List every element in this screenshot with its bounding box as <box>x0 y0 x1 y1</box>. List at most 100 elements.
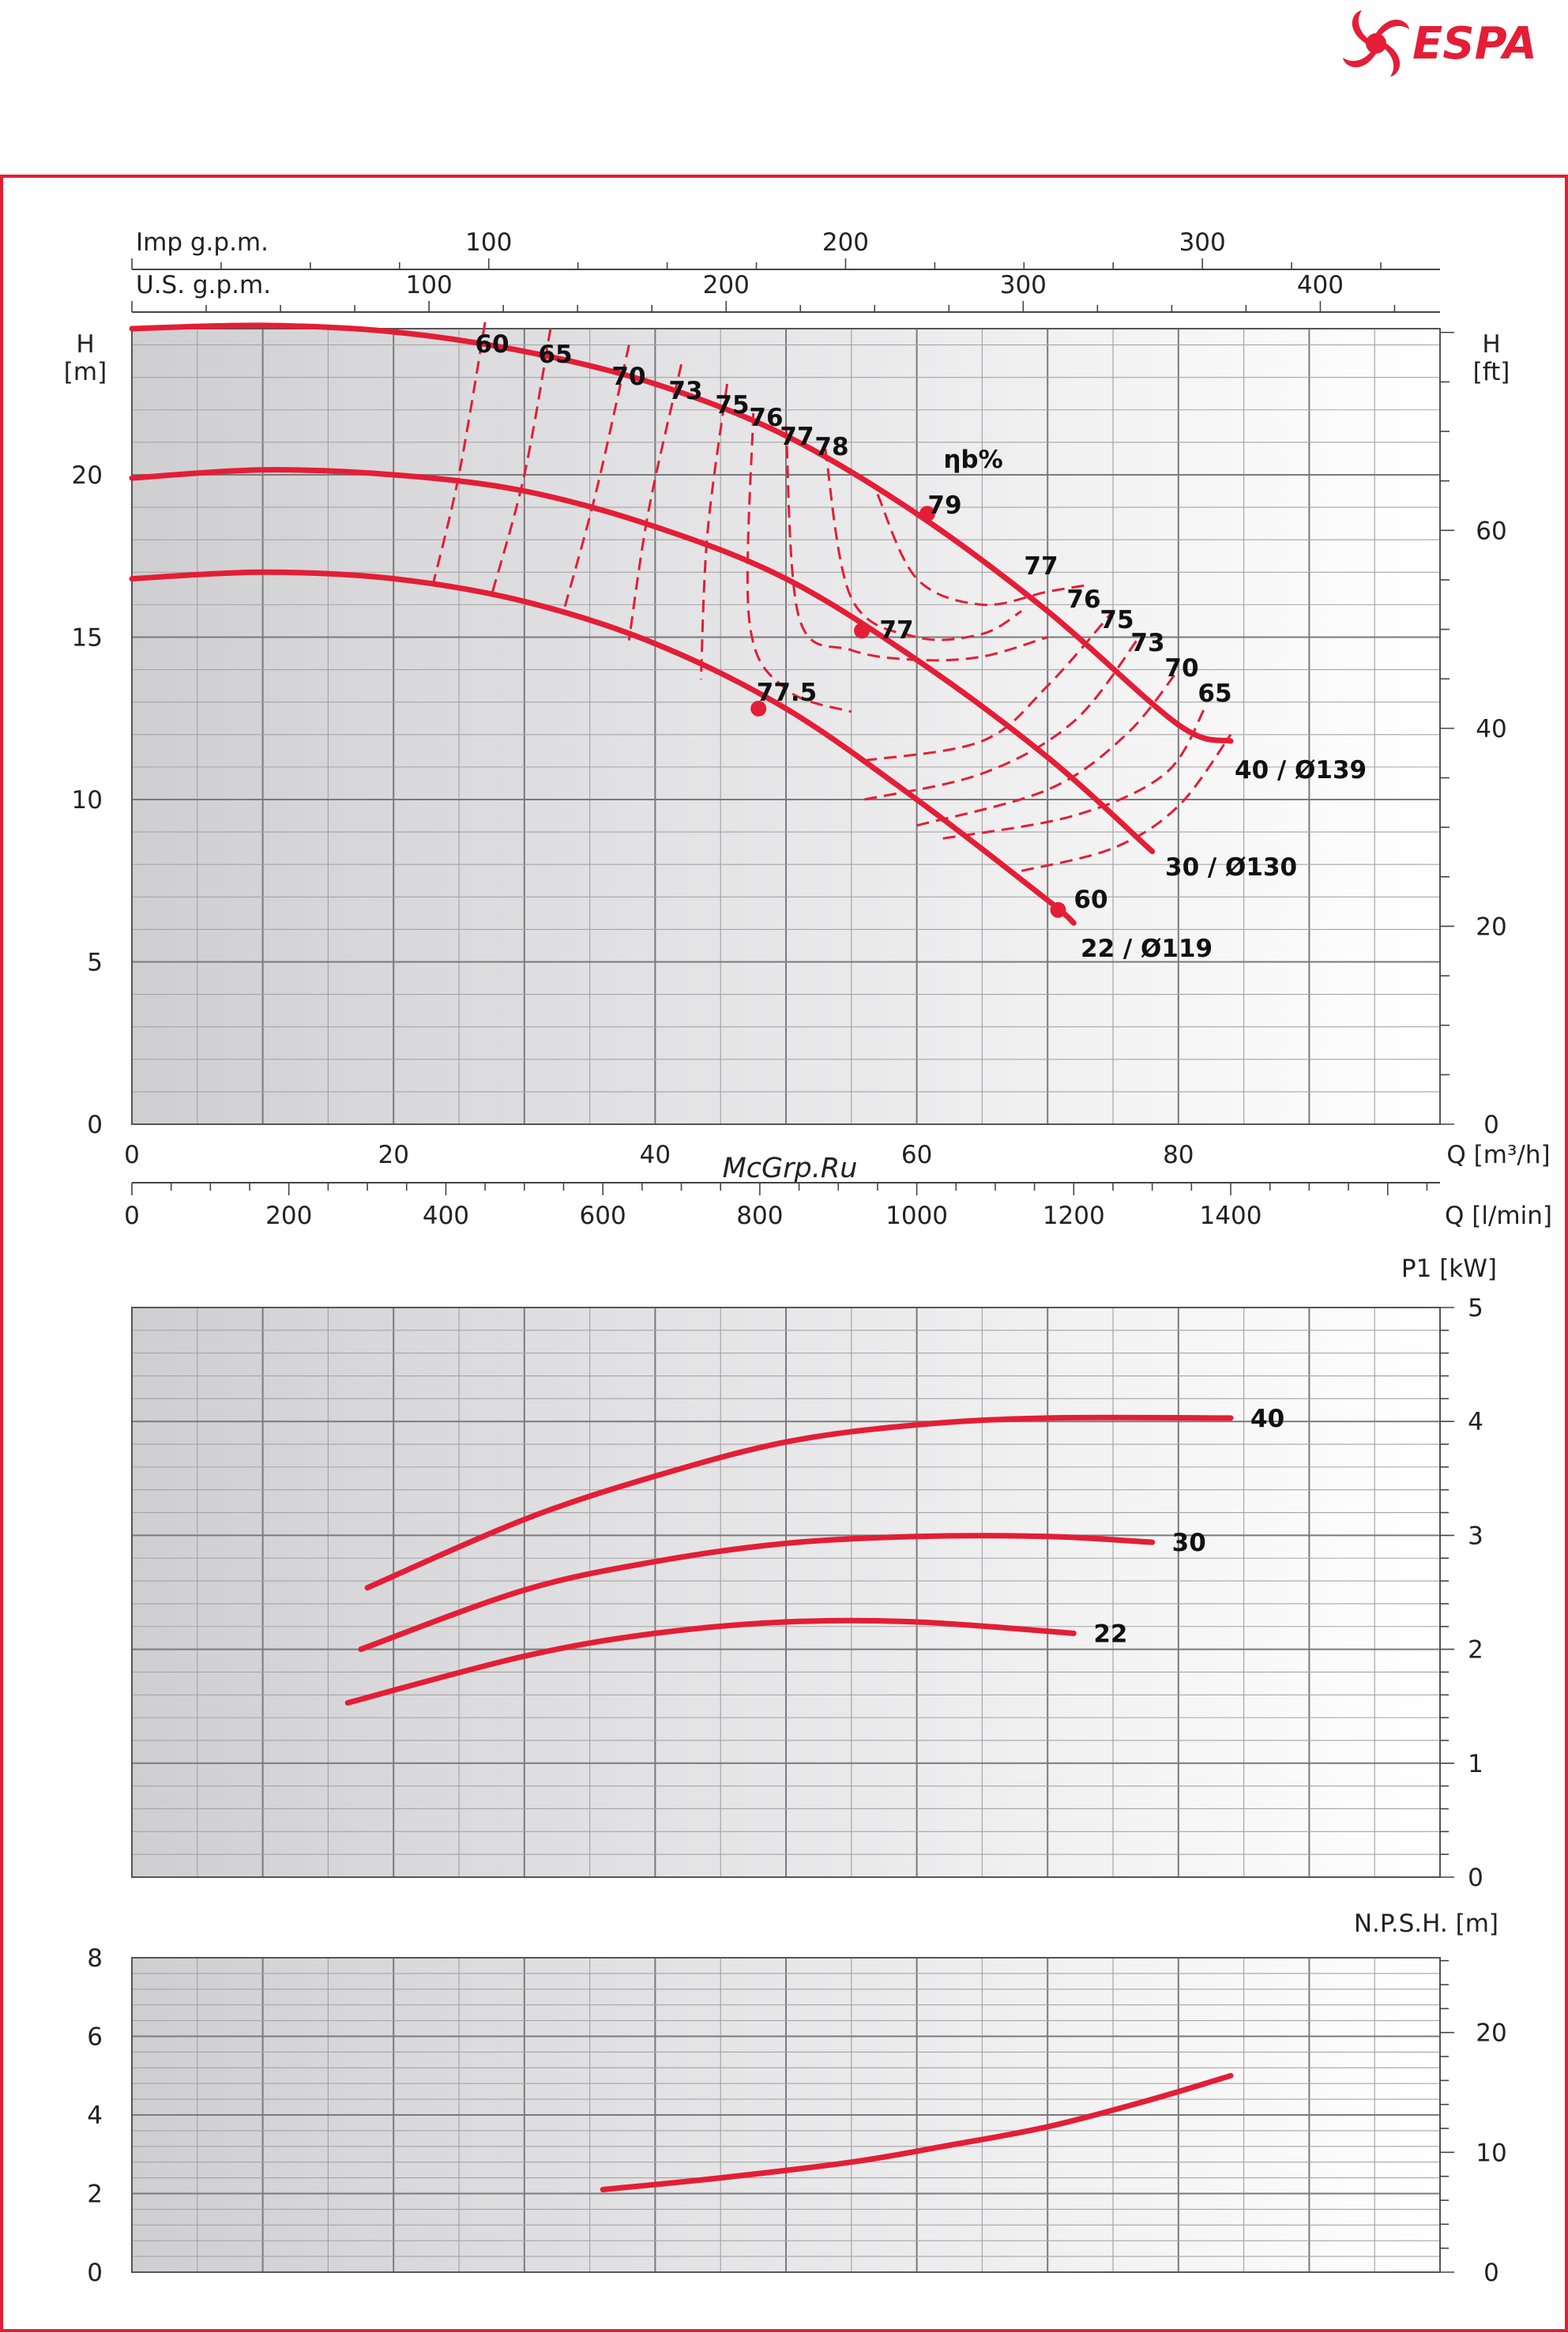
power-curve-22 <box>344 1617 1077 1706</box>
npsh-tick-label: 0 <box>87 2259 103 2287</box>
efficiency-curve-77 <box>876 493 1088 607</box>
us-gpm-tick-label: 100 <box>406 271 453 299</box>
ft-axis-tick-label: 40 <box>1476 715 1506 743</box>
power-curve-label-22: 22 <box>1093 1620 1127 1648</box>
efficiency-label: 76 <box>1066 585 1100 614</box>
bep-point <box>1050 901 1066 918</box>
efficiency-curve-75 <box>699 383 728 679</box>
npsh-ft-tick-label: 0 <box>1483 2259 1499 2287</box>
head-y-tick-label: 5 <box>87 948 103 976</box>
us-gpm-tick-label: 200 <box>703 271 750 299</box>
npsh-axis-label: N.P.S.H. [m] <box>1354 1910 1498 1938</box>
lmin-tick-label: 200 <box>265 1202 312 1230</box>
ft-axis-tick-label: 60 <box>1476 517 1506 545</box>
efficiency-curve-73 <box>627 363 682 641</box>
q-m3h-tick-label: 40 <box>640 1141 671 1169</box>
efficiency-label: 65 <box>1198 679 1231 708</box>
bep-label: 60 <box>1074 886 1107 914</box>
power-chart-border <box>131 1307 1441 1878</box>
npsh-curve <box>600 2072 1234 2192</box>
efficiency-label: 77 <box>1024 552 1058 581</box>
head-curve-40 <box>129 322 1234 744</box>
lmin-tick-label: 800 <box>736 1202 783 1230</box>
head-curve-22 <box>129 569 1077 926</box>
head-curve-label-22: 22 / Ø119 <box>1081 935 1213 963</box>
npsh-tick-label: 4 <box>87 2102 103 2130</box>
bep-label: 77 <box>879 616 913 645</box>
head-y-tick-label: 20 <box>72 461 103 490</box>
espa-logo-mark: ESPA <box>1343 10 1537 77</box>
lmin-tick-label: 600 <box>580 1202 626 1230</box>
efficiency-curve-65 <box>1021 733 1232 872</box>
efficiency-label: 75 <box>715 391 749 420</box>
power-curve-label-40: 40 <box>1250 1405 1284 1433</box>
power-axis-label: P1 [kW] <box>1401 1255 1497 1283</box>
bep-point <box>919 506 935 522</box>
head-y-tick-label: 10 <box>72 786 103 815</box>
efficiency-label: 65 <box>538 341 572 369</box>
head-curve-label-30: 30 / Ø130 <box>1165 853 1297 882</box>
ft-axis-unit: [ft] <box>1473 358 1510 386</box>
npsh-tick-label: 2 <box>87 2181 103 2209</box>
lmin-label: Q [l/min] <box>1445 1202 1552 1230</box>
us-gpm-tick-label: 300 <box>1000 271 1047 299</box>
page-frame <box>0 175 1568 2332</box>
efficiency-label: 70 <box>611 363 645 391</box>
power-tick-label: 0 <box>1468 1864 1483 1892</box>
q-m3h-label: Q [m³/h] <box>1446 1141 1550 1169</box>
head-curve-label-40: 40 / Ø139 <box>1235 756 1367 785</box>
imp-gpm-tick-label: 100 <box>465 228 512 257</box>
efficiency-curve-75 <box>864 636 1141 801</box>
power-curve-40 <box>364 1414 1234 1591</box>
efficiency-curve-77 <box>784 426 1048 662</box>
lmin-tick-label: 1200 <box>1043 1202 1105 1230</box>
npsh-ft-tick-label: 10 <box>1476 2139 1506 2167</box>
us-gpm-label: U.S. g.p.m. <box>136 271 271 299</box>
q-m3h-tick-label: 0 <box>124 1141 140 1169</box>
power-curve-label-30: 30 <box>1172 1529 1206 1557</box>
efficiency-unit-label: ηb% <box>943 446 1002 474</box>
efficiency-label: 73 <box>1130 629 1164 657</box>
lmin-tick-label: 0 <box>124 1202 140 1230</box>
espa-logo: ESPA <box>1335 0 1564 87</box>
efficiency-label: 60 <box>475 330 509 359</box>
q-m3h-tick-label: 60 <box>901 1141 932 1169</box>
efficiency-label: 70 <box>1164 654 1198 683</box>
npsh-chart-border <box>131 1957 1441 2273</box>
head-y-tick-label: 0 <box>87 1111 103 1139</box>
ft-axis-tick-label: 20 <box>1476 913 1506 941</box>
power-tick-label: 1 <box>1468 1750 1483 1778</box>
imp-gpm-label: Imp g.p.m. <box>136 228 269 257</box>
lmin-tick-label: 1000 <box>886 1202 948 1230</box>
ft-axis-tick-label: 0 <box>1483 1111 1499 1139</box>
npsh-tick-label: 6 <box>87 2023 103 2052</box>
efficiency-label: 78 <box>814 433 848 461</box>
efficiency-curve-78 <box>824 448 1022 642</box>
power-tick-label: 5 <box>1468 1294 1483 1323</box>
head-curve-30 <box>129 467 1156 855</box>
espa-logo-text: ESPA <box>1412 18 1537 70</box>
efficiency-label: 75 <box>1100 606 1134 634</box>
efficiency-label: 73 <box>668 377 702 405</box>
bep-point <box>854 623 870 639</box>
lmin-tick-label: 400 <box>423 1202 469 1230</box>
efficiency-curve-60 <box>431 322 487 586</box>
efficiency-curve-70 <box>562 344 630 611</box>
efficiency-curve-65 <box>490 328 552 596</box>
efficiency-label: 76 <box>749 404 783 432</box>
head-y-unit: [m] <box>64 358 107 386</box>
efficiency-curve-76 <box>746 412 852 713</box>
watermark-text: McGrp.Ru <box>723 1153 858 1184</box>
power-tick-label: 4 <box>1468 1408 1483 1436</box>
head-y-tick-label: 15 <box>72 623 103 652</box>
power-curve-30 <box>358 1533 1156 1653</box>
imp-gpm-tick-label: 200 <box>822 228 869 257</box>
imp-gpm-tick-label: 300 <box>1179 228 1226 257</box>
power-tick-label: 2 <box>1468 1636 1483 1665</box>
bep-label: 79 <box>927 491 961 520</box>
bep-label: 77.5 <box>757 679 818 707</box>
bep-point <box>750 700 767 717</box>
q-m3h-tick-label: 20 <box>378 1141 408 1169</box>
power-tick-label: 3 <box>1468 1522 1483 1550</box>
